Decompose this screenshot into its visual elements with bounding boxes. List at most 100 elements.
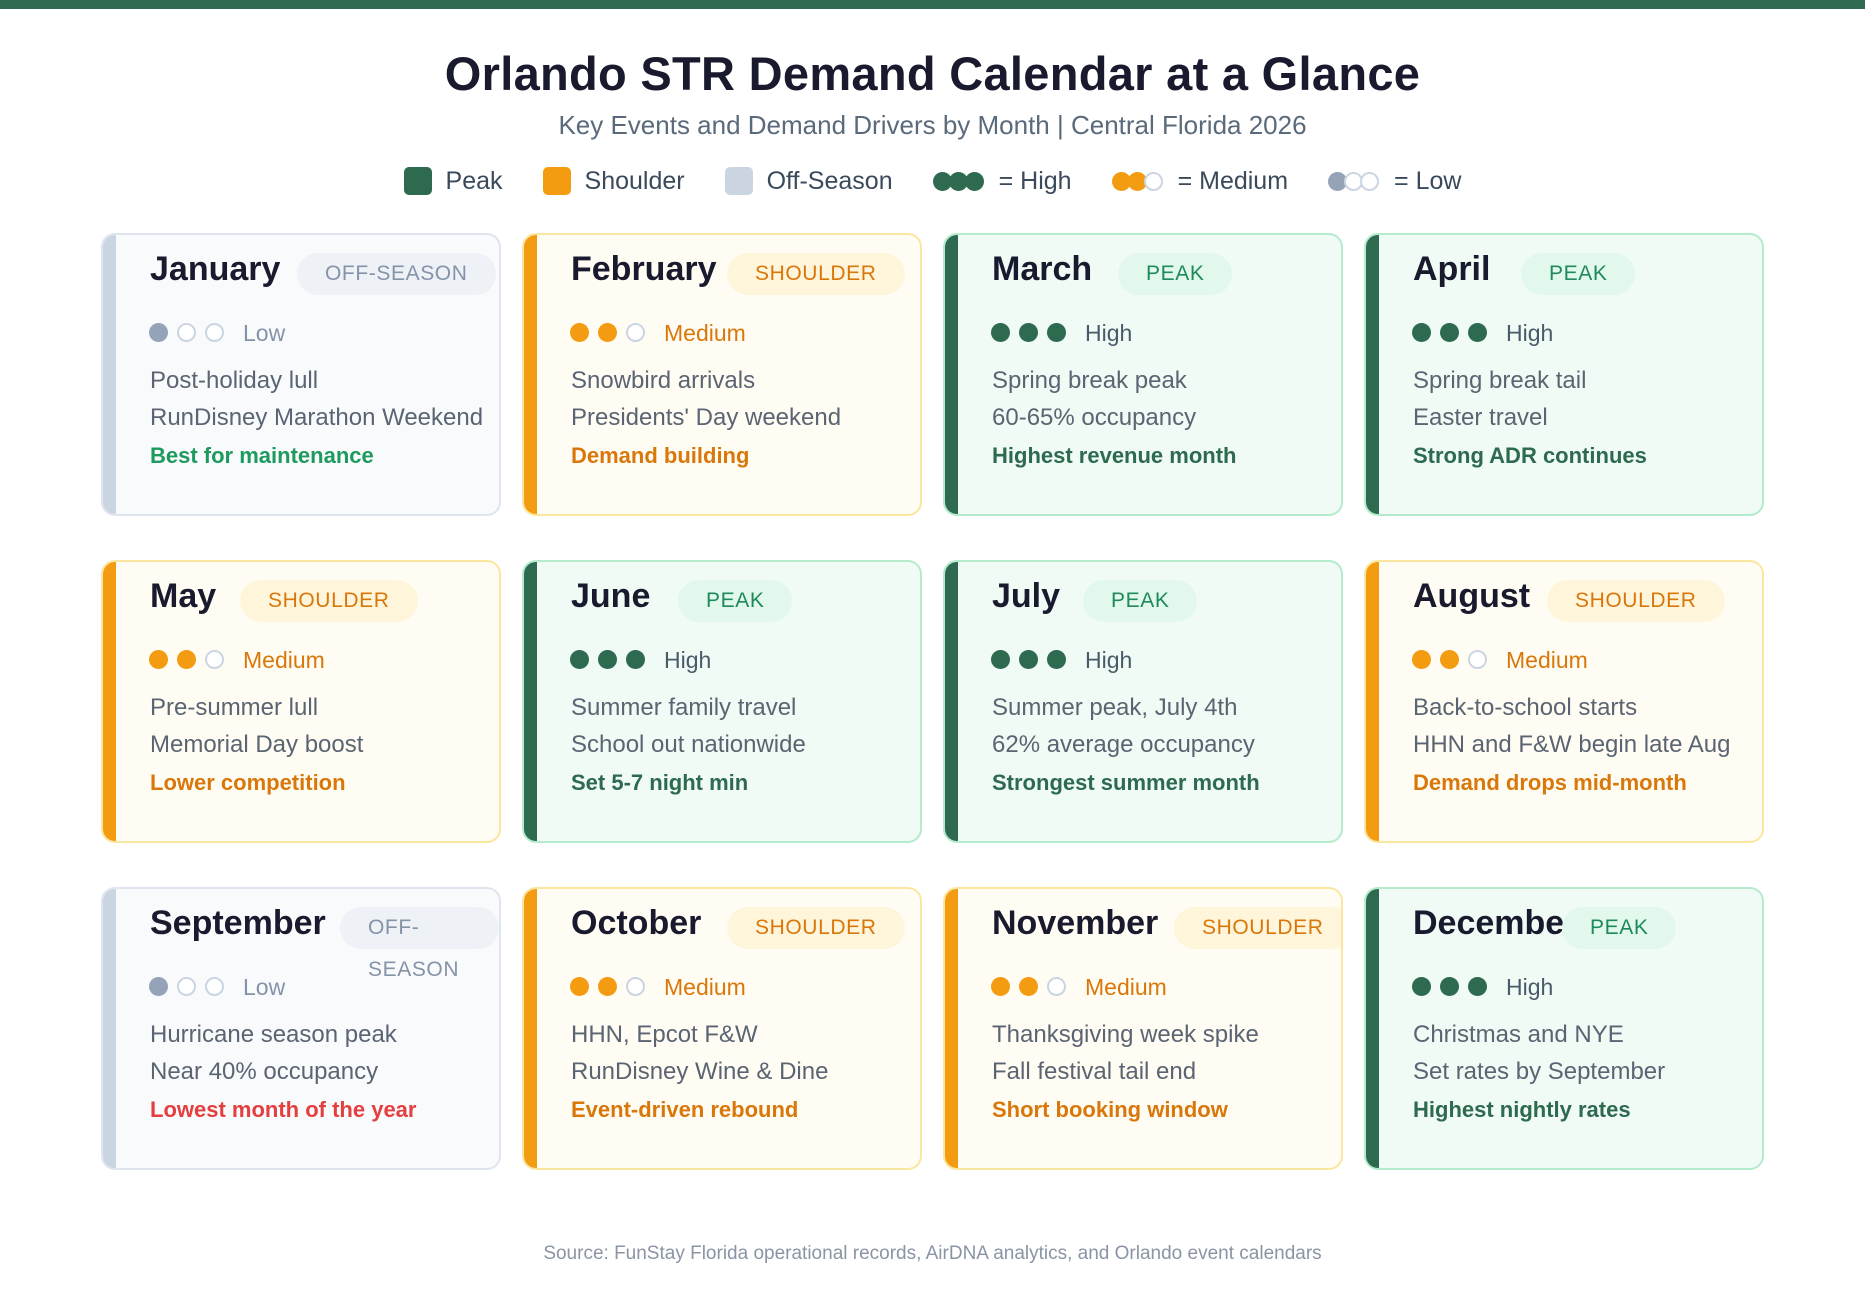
driver-line-1: Hurricane season peak	[150, 1021, 397, 1048]
strategy-note: Strong ADR continues	[1413, 443, 1647, 468]
strategy-note: Lowest month of the year	[150, 1097, 417, 1122]
empty-dot-icon	[1047, 977, 1066, 996]
demand-level: High	[664, 647, 712, 673]
driver-line-1: Summer peak, July 4th	[992, 694, 1238, 721]
empty-dot-icon	[205, 977, 224, 996]
demand-dots-icon	[149, 977, 233, 996]
filled-dot-icon	[1412, 977, 1431, 996]
legend-high: = High	[932, 166, 1072, 196]
strategy-note: Best for maintenance	[150, 443, 374, 468]
legend-medium-label: = Medium	[1177, 166, 1289, 195]
demand-dots-icon	[1412, 977, 1496, 996]
season-badge: PEAK	[1562, 907, 1677, 949]
legend-shoulder: Shoulder	[542, 166, 685, 196]
filled-dot-icon	[149, 323, 168, 342]
month-card-july: July PEAK High Summer peak, July 4th 62% ave…	[943, 560, 1343, 843]
season-badge: PEAK	[1118, 253, 1233, 295]
month-name: January	[150, 250, 281, 288]
demand-level: High	[1085, 647, 1133, 673]
month-card-september: September OFF-SEASON Low Hurricane season p…	[101, 887, 501, 1170]
low-dots-icon	[1328, 171, 1380, 191]
demand-dots-icon	[1412, 323, 1496, 342]
filled-dot-icon	[598, 650, 617, 669]
month-card-march: March PEAK High Spring break peak 60-65% occ…	[943, 233, 1343, 516]
month-card-grid: January OFF-SEASON Low Post-holiday lull Run…	[101, 233, 1764, 1170]
demand-dots-icon	[570, 323, 654, 342]
page-subtitle: Key Events and Demand Drivers by Month |…	[558, 110, 1307, 140]
filled-dot-icon	[1412, 323, 1431, 342]
demand-dots-icon	[149, 323, 233, 342]
demand-dots-icon	[991, 977, 1075, 996]
empty-dot-icon	[177, 323, 196, 342]
demand-level: Medium	[1085, 974, 1167, 1000]
demand-level: High	[1506, 320, 1554, 346]
month-name: November	[992, 904, 1159, 942]
peak-swatch	[403, 167, 432, 195]
filled-dot-icon	[570, 650, 589, 669]
filled-dot-icon	[177, 650, 196, 669]
top-accent-bar	[0, 0, 1865, 9]
empty-dot-icon	[626, 323, 645, 342]
filled-dot-icon	[1440, 323, 1459, 342]
filled-dot-icon	[626, 650, 645, 669]
driver-line-1: Summer family travel	[571, 694, 797, 721]
demand-dots-icon	[570, 650, 654, 669]
season-badge: SHOULDER	[1174, 907, 1341, 949]
season-badge: PEAK	[1521, 253, 1636, 295]
legend-off-season-label: Off-Season	[766, 166, 893, 195]
legend-high-label: = High	[998, 166, 1072, 195]
month-name: February	[571, 250, 717, 288]
demand-level: High	[1085, 320, 1133, 346]
driver-line-2: Easter travel	[1413, 404, 1548, 431]
driver-line-2: Near 40% occupancy	[150, 1058, 379, 1085]
demand-level: Medium	[243, 647, 325, 673]
filled-dot-icon	[1412, 650, 1431, 669]
season-accent-bar	[1366, 562, 1379, 841]
filled-dot-icon	[1440, 977, 1459, 996]
filled-dot-icon	[149, 977, 168, 996]
legend-medium: = Medium	[1111, 166, 1289, 196]
filled-dot-icon	[1468, 977, 1487, 996]
legend-shoulder-label: Shoulder	[584, 166, 685, 195]
driver-line-2: Presidents' Day weekend	[571, 404, 842, 431]
demand-dots-icon	[1412, 650, 1496, 669]
season-badge: SHOULDER	[727, 253, 905, 295]
driver-line-1: HHN, Epcot F&W	[571, 1021, 758, 1048]
source-footnote: Source: FunStay Florida operational reco…	[543, 1243, 1322, 1264]
driver-line-1: Christmas and NYE	[1413, 1021, 1624, 1048]
season-accent-bar	[1366, 889, 1379, 1168]
demand-level: Medium	[664, 320, 746, 346]
season-badge: OFF-SEASON	[297, 253, 496, 295]
driver-line-2: 60-65% occupancy	[992, 404, 1197, 431]
month-name: April	[1413, 250, 1491, 288]
legend-low: = Low	[1328, 167, 1461, 196]
filled-dot-icon	[991, 323, 1010, 342]
filled-dot-icon	[598, 323, 617, 342]
month-name: December	[1413, 904, 1578, 942]
month-name: March	[992, 250, 1093, 288]
empty-dot-icon	[177, 977, 196, 996]
filled-dot-icon	[1019, 977, 1038, 996]
driver-line-1: Back-to-school starts	[1413, 694, 1638, 721]
demand-level: Medium	[1506, 647, 1588, 673]
strategy-note: Lower competition	[150, 770, 346, 795]
month-name: May	[150, 577, 217, 615]
empty-dot-icon	[205, 650, 224, 669]
demand-dots-icon	[991, 323, 1075, 342]
filled-dot-icon	[1047, 323, 1066, 342]
legend-peak: Peak	[403, 167, 503, 196]
filled-dot-icon	[991, 650, 1010, 669]
driver-line-1: Pre-summer lull	[150, 694, 319, 721]
month-card-december: December PEAK High Christmas and NYE Set rat…	[1364, 887, 1764, 1170]
month-card-june: June PEAK High Summer family travel School o…	[522, 560, 922, 843]
driver-line-2: Memorial Day boost	[150, 731, 364, 758]
demand-dots-icon	[570, 977, 654, 996]
season-accent-bar	[945, 235, 958, 514]
driver-line-2: Fall festival tail end	[992, 1058, 1197, 1085]
month-card-february: February SHOULDER Medium Snowbird arrivals P…	[522, 233, 922, 516]
strategy-note: Set 5-7 night min	[571, 770, 749, 795]
strategy-note: Highest revenue month	[992, 443, 1237, 468]
empty-dot-icon	[205, 323, 224, 342]
season-badge: PEAK	[1083, 580, 1198, 622]
strategy-note: Highest nightly rates	[1413, 1097, 1631, 1122]
